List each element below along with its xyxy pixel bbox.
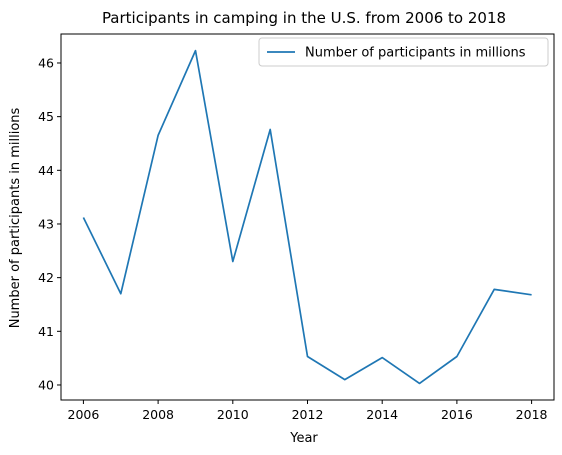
plot-area bbox=[60, 33, 555, 401]
y-tick-label: 43 bbox=[38, 216, 54, 231]
x-tick-label: 2016 bbox=[441, 407, 473, 422]
y-tick-label: 41 bbox=[38, 324, 54, 339]
y-tick-label: 46 bbox=[38, 55, 54, 70]
x-tick-label: 2010 bbox=[217, 407, 249, 422]
y-tick-label: 44 bbox=[38, 163, 54, 178]
x-tick-label: 2018 bbox=[516, 407, 548, 422]
series-line bbox=[82, 49, 532, 385]
x-axis-label: Year bbox=[289, 431, 318, 446]
y-axis: 40 41 42 43 44 45 46 bbox=[38, 55, 61, 392]
series-layer bbox=[82, 49, 532, 385]
legend-label: Number of participants in millions bbox=[305, 46, 526, 61]
x-tick-label: 2014 bbox=[366, 407, 398, 422]
y-tick-label: 42 bbox=[38, 270, 54, 285]
legend: Number of participants in millions bbox=[258, 37, 549, 67]
chart-title: Participants in camping in the U.S. from… bbox=[102, 9, 506, 27]
y-axis-label: Number of participants in millions bbox=[8, 107, 23, 328]
x-tick-label: 2008 bbox=[142, 407, 174, 422]
legend-box bbox=[258, 37, 549, 67]
x-tick-label: 2012 bbox=[292, 407, 324, 422]
y-tick-label: 40 bbox=[38, 377, 54, 392]
y-tick-label: 45 bbox=[38, 109, 54, 124]
x-tick-label: 2006 bbox=[68, 407, 100, 422]
plot-frame bbox=[60, 33, 555, 401]
x-axis: 2006 2008 2010 2012 2014 2016 2018 bbox=[68, 400, 548, 422]
